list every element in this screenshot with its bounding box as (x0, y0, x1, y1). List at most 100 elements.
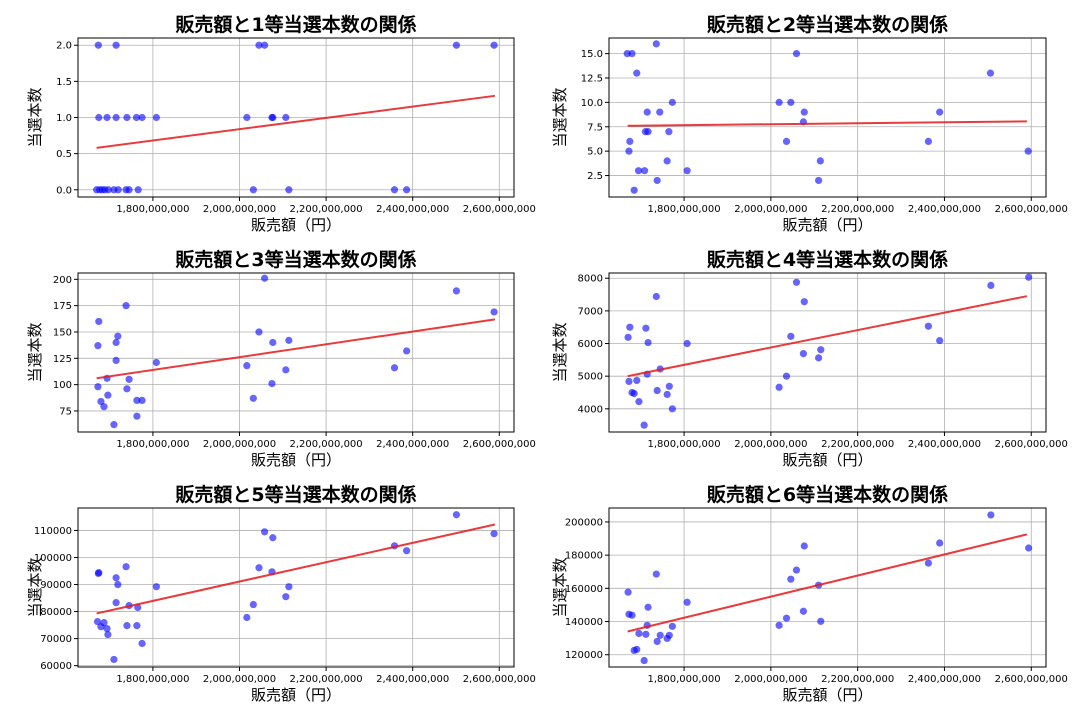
subplot-1: 1,800,000,000 2,000,000,000 2,200,000,000 2… (26, 13, 536, 234)
data-point (630, 646, 638, 655)
x-tick-label: 2,600,000,000 (995, 674, 1068, 685)
x-axis-label: 販売額（円） (251, 451, 341, 469)
chart-title: 販売額と4等当選本数の関係 (707, 248, 948, 271)
data-point (653, 176, 661, 185)
data-point (643, 108, 651, 116)
x-axis-label: 販売額（円） (782, 216, 872, 234)
subplot-6: 1,800,000,000 2,000,000,000 2,200,000,000 2… (551, 483, 1068, 704)
y-tick-label: 1.5 (56, 77, 72, 88)
y-tick-label: 7.5 (587, 122, 603, 133)
data-point (1025, 544, 1033, 552)
data-point (656, 108, 664, 116)
data-point (668, 622, 676, 630)
data-point (255, 328, 263, 336)
data-point (817, 346, 825, 354)
y-tick-label: 60000 (40, 661, 72, 672)
axes-frame (608, 507, 1047, 668)
data-point (630, 186, 638, 194)
subplot-5: 1,800,000,000 2,000,000,000 2,200,000,000 2… (26, 483, 536, 704)
y-axis-label: 当選本数 (551, 87, 569, 147)
data-point (403, 347, 411, 355)
data-point (110, 655, 118, 664)
data-point (133, 396, 141, 405)
data-point (100, 403, 108, 411)
y-tick-label: 120000 (565, 650, 603, 661)
data-point (112, 574, 120, 582)
data-point (987, 511, 995, 519)
x-axis-label: 販売額（円） (782, 686, 872, 704)
data-point (255, 41, 263, 49)
data-point (122, 563, 130, 571)
x-tick-label: 2,400,000,000 (376, 674, 449, 685)
y-tick-label: 12.5 (581, 73, 603, 84)
data-point (799, 350, 808, 358)
data-point (255, 564, 263, 572)
data-point (152, 358, 160, 367)
data-point (633, 376, 641, 385)
y-tick-label: 2.0 (56, 41, 72, 52)
data-point (122, 302, 130, 310)
data-point (97, 623, 105, 631)
data-point (403, 186, 411, 194)
data-point (133, 622, 141, 630)
data-point (112, 356, 120, 364)
y-tick-label: 200000 (565, 517, 603, 528)
data-point (644, 128, 652, 136)
data-point (152, 583, 160, 591)
data-point (626, 137, 634, 145)
x-tick-label: 2,000,000,000 (203, 674, 276, 685)
data-point (626, 323, 634, 331)
data-point (110, 421, 118, 429)
data-point (635, 398, 643, 406)
data-point (815, 354, 823, 362)
data-point (123, 113, 131, 122)
data-point (816, 157, 824, 165)
trend-line (627, 533, 1028, 633)
data-point (390, 186, 399, 194)
data-point (93, 617, 102, 626)
data-point (125, 186, 133, 194)
data-point (653, 637, 661, 646)
data-point (112, 338, 120, 347)
x-tick-label: 1,800,000,000 (116, 674, 189, 685)
data-point (112, 599, 120, 607)
data-point (634, 167, 643, 175)
data-point (792, 278, 801, 286)
y-tick-label: 10.0 (581, 98, 603, 109)
trend-line (96, 318, 496, 380)
data-point (490, 530, 498, 538)
data-point (936, 539, 944, 547)
data-point (642, 630, 650, 638)
y-tick-label: 7000 (578, 306, 603, 317)
data-point (924, 559, 932, 567)
data-point (138, 396, 146, 405)
data-point (644, 338, 652, 347)
y-tick-label: 0.5 (56, 149, 72, 160)
data-point (633, 69, 641, 77)
data-point (625, 147, 633, 155)
x-tick-label: 1,800,000,000 (116, 204, 189, 215)
y-axis-label: 当選本数 (26, 557, 44, 617)
data-point (261, 528, 269, 536)
x-tick-label: 2,400,000,000 (908, 439, 981, 450)
data-point (490, 41, 498, 49)
data-point (403, 547, 411, 555)
x-tick-label: 2,200,000,000 (821, 204, 894, 215)
y-tick-label: 70000 (40, 634, 72, 645)
data-point (683, 598, 691, 606)
data-point (653, 386, 661, 395)
y-axis-label: 当選本数 (26, 322, 44, 382)
data-point (668, 98, 676, 106)
y-tick-label: 150 (53, 327, 72, 338)
data-point (924, 322, 932, 330)
y-tick-label: 2.5 (587, 171, 603, 182)
axes-frame (77, 37, 515, 198)
data-point (452, 287, 461, 295)
data-point (94, 41, 102, 49)
data-point (243, 113, 251, 122)
data-point (668, 405, 676, 413)
data-point (936, 108, 944, 116)
data-point (282, 593, 290, 601)
data-point (1025, 273, 1033, 281)
